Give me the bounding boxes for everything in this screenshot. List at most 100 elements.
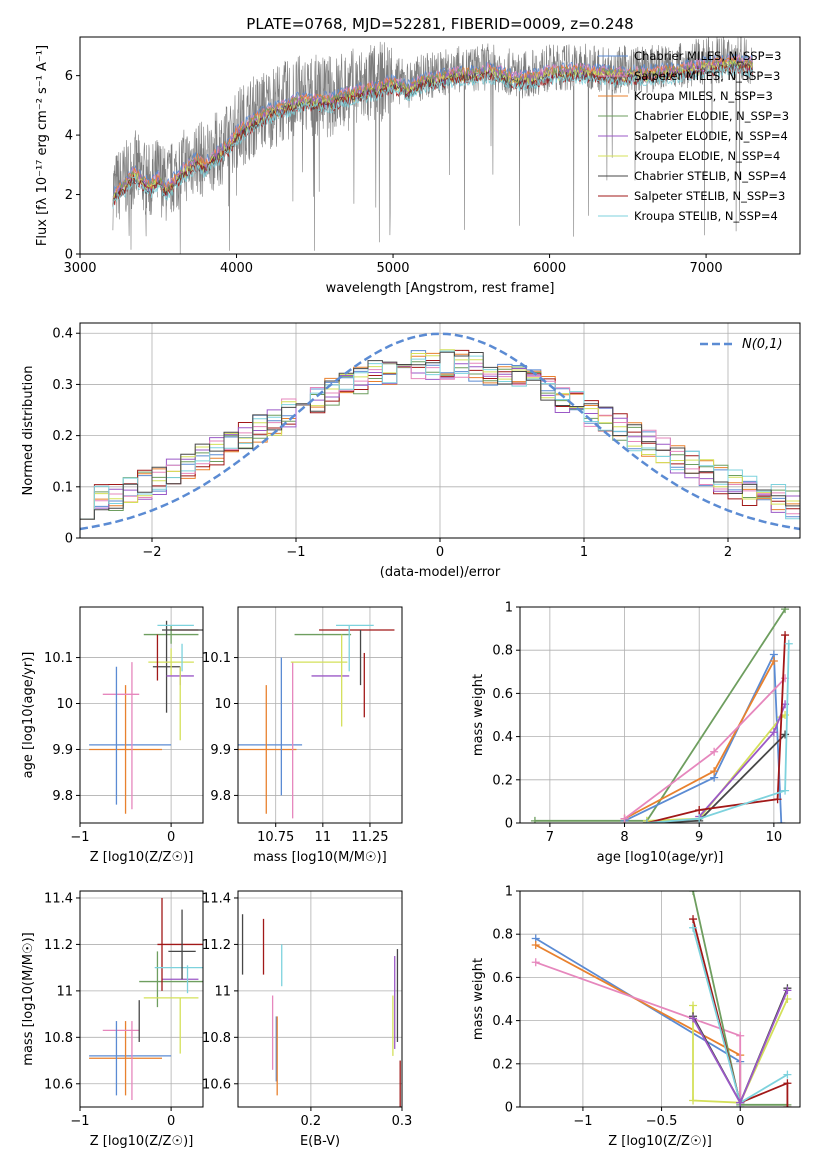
y-tick-label: 0.8: [492, 644, 513, 659]
panel-residuals: [80, 323, 800, 539]
panel-spectrum: [112, 37, 754, 254]
weight-point: [783, 1070, 792, 1079]
y-tick-label: 0.4: [52, 327, 73, 342]
axes-age_vs_mass: 10.75 11 11.25 9.8 9.9 10 10.1 mass [log10(M/M☉…: [202, 606, 403, 865]
weight-series: [624, 654, 783, 823]
x-tick-label: −1: [70, 1114, 89, 1129]
gaussian-curve: [80, 332, 800, 531]
weight-point: [777, 819, 786, 823]
weight-point: [531, 958, 540, 967]
weight-point: [781, 786, 790, 795]
legend: Chabrier MILES, N_SSP=3 Salpeter MILES, N…: [598, 49, 789, 223]
x-tick-label: 0: [436, 545, 444, 560]
legend-label: Kroupa MILES, N_SSP=3: [634, 89, 773, 103]
x-tick-label: 11: [315, 830, 332, 845]
x-tick-label: 2: [724, 545, 732, 560]
axes-frame: [79, 606, 204, 824]
x-tick-label: 0.3: [392, 1114, 413, 1129]
histogram-series: [80, 351, 800, 520]
plot-area-residuals: [80, 332, 800, 531]
weight-series: [646, 733, 786, 823]
weight-point: [695, 806, 704, 815]
weight-point: [689, 923, 698, 932]
axes-spectrum: 3000 4000 5000 6000 7000 0 2 4 6 wavelength [Angs…: [35, 36, 801, 296]
weight-series: [534, 608, 786, 822]
x-axis-label: Z [log10(Z/Z☉)]: [90, 850, 194, 865]
y-axis-label: Flux [fλ 10⁻¹⁷ erg cm⁻² s⁻¹ A⁻¹]: [35, 45, 50, 246]
weight-series: [646, 643, 790, 823]
y-axis-label: Normed distribution: [21, 366, 36, 496]
plot-area-age_vs_mass: [238, 624, 395, 819]
x-axis-label: E(B-V): [300, 1134, 340, 1149]
x-tick-label: 0: [167, 830, 175, 845]
x-tick-label: 0: [167, 1114, 175, 1129]
weight-series: [646, 635, 786, 823]
weight-point: [689, 1014, 698, 1023]
x-tick-label: 3000: [63, 261, 96, 276]
weight-point: [769, 657, 778, 665]
y-tick-label: 0.4: [492, 1014, 513, 1029]
x-tick-label: 9: [695, 830, 703, 845]
plot-area-mass_vs_ebv: [241, 914, 401, 1107]
y-tick-label: 2: [65, 188, 73, 203]
model-spectrum: [112, 64, 753, 209]
model-spectrum: [112, 60, 753, 206]
weight-series: [646, 714, 786, 822]
weight-point: [689, 915, 698, 924]
weight-point: [781, 607, 790, 614]
x-tick-label: 4000: [220, 261, 253, 276]
legend-label: Chabrier ELODIE, N_SSP=3: [634, 109, 789, 123]
y-tick-label: 10.8: [44, 1031, 73, 1046]
legend-label: Kroupa ELODIE, N_SSP=4: [634, 149, 780, 163]
y-tick-label: 11: [214, 984, 231, 999]
panel-age_vs_mass: [238, 607, 402, 823]
weight-series: [692, 998, 789, 1104]
y-tick-label: 10: [214, 697, 231, 712]
axes-frame: [519, 606, 801, 824]
chart-title: PLATE=0768, MJD=52281, FIBERID=0009, z=0…: [246, 15, 633, 33]
x-tick-label: 1: [580, 545, 588, 560]
weight-point: [530, 816, 539, 823]
weight-point: [783, 1103, 792, 1107]
x-axis-label: mass [log10(M/M☉)]: [253, 850, 386, 865]
weight-point: [689, 1001, 698, 1010]
weight-point: [710, 747, 719, 756]
y-tick-label: 9.9: [52, 743, 73, 758]
y-tick-label: 9.9: [210, 743, 231, 758]
legend-label: Salpeter STELIB, N_SSP=3: [634, 189, 785, 203]
panel-age_vs_Z: [79, 607, 203, 823]
x-tick-label: 5000: [376, 261, 409, 276]
axes-frame: [519, 890, 801, 1108]
x-tick-label: −1: [286, 545, 305, 560]
y-tick-label: 9.8: [52, 789, 73, 804]
y-tick-label: 11.4: [202, 891, 231, 906]
y-tick-label: 10: [56, 697, 73, 712]
weight-point: [781, 631, 790, 640]
x-tick-label: 10.75: [257, 830, 294, 845]
y-tick-label: 10.1: [44, 651, 73, 666]
x-axis-label: Z [log10(Z/Z☉)]: [608, 1134, 712, 1149]
y-tick-label: 0.2: [492, 773, 513, 788]
y-tick-label: 10.1: [202, 651, 231, 666]
x-tick-label: −2: [142, 545, 161, 560]
weight-point: [736, 1098, 745, 1107]
panel-weight_vs_age: [520, 606, 800, 824]
y-axis-label: age [log10(age/yr)]: [21, 652, 36, 779]
axes-mass_vs_ebv: 0.2 0.3 10.6 10.8 11 11.2 11.4 E(B-V): [202, 890, 413, 1149]
x-axis-label: Z [log10(Z/Z☉)]: [90, 1134, 194, 1149]
plot-area-weight_vs_Z: [531, 891, 792, 1107]
y-tick-label: 10.6: [202, 1077, 231, 1092]
y-axis-label: mass [log10(M/M☉)]: [21, 932, 36, 1065]
axes-frame: [237, 890, 403, 1108]
y-tick-label: 1: [505, 601, 513, 616]
x-tick-label: 11.25: [351, 830, 388, 845]
y-tick-label: 10.8: [202, 1031, 231, 1046]
legend-label: Salpeter ELODIE, N_SSP=4: [634, 129, 788, 143]
y-tick-label: 0: [505, 817, 513, 832]
legend-label: Chabrier STELIB, N_SSP=4: [634, 169, 786, 183]
weight-point: [620, 814, 629, 823]
axes-age_vs_Z: −1 0 9.8 9.9 10 10.1 Z [log10(Z/Z☉)] age [log10…: [21, 606, 204, 865]
weight-point: [784, 639, 793, 648]
axes-weight_vs_Z: −1 −0.5 0 0 0.2 0.4 0.6 0.8 1 Z [log10(Z/Z☉)] mass…: [471, 885, 801, 1149]
